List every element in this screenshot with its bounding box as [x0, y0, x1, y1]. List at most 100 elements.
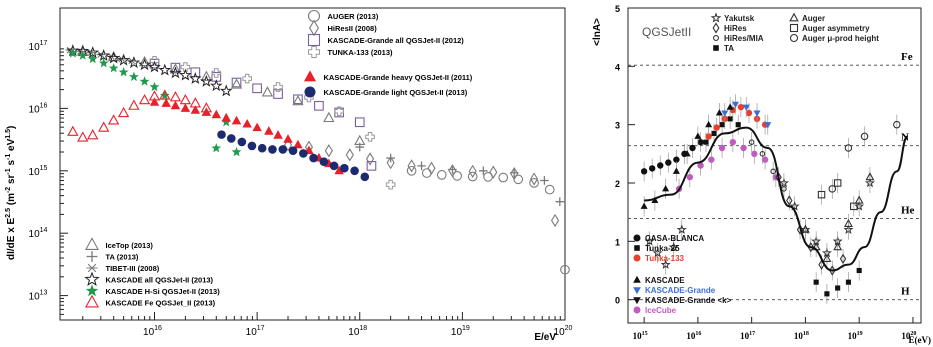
- data-point: [686, 173, 694, 181]
- right-x-tick-label: 1015: [633, 331, 648, 341]
- data-point: [850, 202, 858, 211]
- data-point: [865, 172, 875, 181]
- right-x-tick-label: 1017: [740, 331, 755, 341]
- right-x-tick-label: 1020: [901, 331, 916, 341]
- data-point: [108, 114, 120, 125]
- legend-label: IceCube: [645, 306, 677, 315]
- data-point: [386, 156, 395, 170]
- data-point: [242, 118, 252, 128]
- data-point: [288, 146, 298, 155]
- data-point: [729, 138, 737, 146]
- legend-marker-tunka-133-2013: [308, 46, 320, 58]
- series-auger-asymmetry: [817, 173, 858, 217]
- legend-label: KASCADE H-Si QGSJet-II (2013): [106, 287, 221, 296]
- data-point: [309, 153, 318, 163]
- data-point: [149, 58, 160, 69]
- data-point: [510, 167, 519, 181]
- data-point: [498, 172, 509, 183]
- left-x-axis-label: E/eV: [534, 332, 556, 343]
- data-point: [386, 153, 395, 163]
- series-tunka-133-2013: [149, 55, 396, 190]
- legend-marker-kascade-grande-all-qgsjet-ii-2012: [307, 33, 321, 47]
- legend-label: AUGER (2013): [328, 12, 379, 21]
- data-point: [139, 76, 150, 86]
- data-point: [159, 89, 171, 100]
- right-x-tick-label: 1016: [686, 331, 701, 341]
- right-trend-line: [644, 126, 909, 272]
- series-ta-2013: [355, 142, 565, 206]
- data-point: [652, 247, 663, 258]
- data-point: [252, 122, 262, 132]
- data-point: [252, 83, 262, 94]
- data-point: [170, 100, 181, 110]
- right-y-tick-label: 0: [615, 296, 620, 306]
- legend-marker-yakutsk: [710, 12, 722, 23]
- data-point: [640, 168, 648, 175]
- data-point: [261, 86, 274, 97]
- data-point: [264, 126, 274, 135]
- legend-label: CASA-BLANCA: [645, 234, 704, 243]
- data-point: [764, 122, 772, 129]
- data-point: [128, 99, 140, 110]
- legend-label: KASCADE-Grande: [645, 286, 716, 295]
- data-point: [468, 164, 477, 178]
- data-point: [149, 97, 160, 106]
- element-label-fe: Fe: [901, 51, 913, 63]
- data-point: [314, 100, 324, 111]
- data-point: [211, 68, 222, 78]
- data-point: [745, 109, 753, 117]
- legend-marker-kascade-grande: [633, 287, 641, 295]
- data-point: [644, 236, 655, 246]
- legend-marker-hires-mia: [712, 34, 719, 41]
- left-y-axis-label: dI/dE x E2.5 (m-2 sr-1 s-1 eV1.5): [5, 126, 17, 260]
- legend-label: TUNKA-133 (2013): [328, 48, 394, 57]
- element-label-he: He: [901, 205, 915, 217]
- data-point: [247, 141, 257, 151]
- series-kascade-fe-qgsjet-ii-2013: [67, 89, 213, 142]
- data-point: [217, 130, 226, 139]
- right-x-axis-label: E(eV): [909, 335, 932, 345]
- data-point: [179, 93, 192, 105]
- left-y-tick-label: 1014: [29, 227, 48, 240]
- data-point: [748, 139, 755, 145]
- data-point: [726, 103, 734, 110]
- legend-label: TIBET-III (2008): [106, 264, 160, 273]
- data-point: [365, 132, 375, 142]
- legend-marker-tunka-133: [633, 254, 641, 262]
- data-point: [668, 241, 679, 252]
- data-point: [283, 138, 293, 152]
- data-point: [211, 143, 222, 153]
- data-point: [786, 195, 793, 206]
- right-tick-group: [628, 7, 914, 323]
- left-x-tick-label: 1018: [348, 325, 367, 338]
- data-point: [721, 110, 729, 117]
- data-point: [845, 279, 851, 285]
- data-point: [718, 144, 726, 152]
- data-point: [509, 168, 519, 178]
- legend-marker-kascade-grande-light-qgsjet-ii-2013: [304, 86, 316, 98]
- legend-marker-tibet-iii-2008: [86, 263, 98, 273]
- data-point: [98, 121, 110, 132]
- data-point: [138, 93, 151, 105]
- legend-marker-auger-prod-height: [789, 33, 799, 43]
- data-point: [683, 149, 691, 157]
- data-point: [350, 166, 359, 176]
- legend-label: KASCADE-Grande light QGSJet-II (2013): [324, 88, 468, 97]
- left-y-tick-label: 1013: [29, 290, 48, 303]
- data-point: [237, 137, 247, 147]
- left-data-points: [65, 44, 570, 275]
- left-plot-frame: [59, 7, 566, 321]
- right-y-axis-label: <lnA>: [592, 18, 603, 46]
- data-point: [67, 125, 79, 136]
- data-point: [108, 63, 119, 73]
- left-legend: AUGER (2013) HiResII (2008) KASCADE-Grande…: [84, 9, 473, 308]
- series-kascade-all-qgsjet-ii-2013: [66, 44, 233, 97]
- legend-marker-tunka-25: [634, 245, 640, 251]
- data-point: [219, 84, 233, 97]
- data-point: [189, 72, 202, 84]
- series-kascade-h-si-qgsjet-ii-2013: [67, 48, 242, 157]
- data-point: [555, 197, 565, 206]
- element-label-h: H: [901, 286, 910, 298]
- left-tick-labels: 1016 1017 1018 1019 1020 1013 1014 1015 1016 1017: [29, 40, 573, 338]
